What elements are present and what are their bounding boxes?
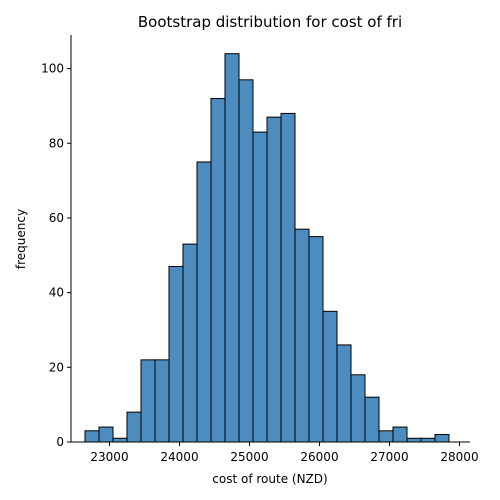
- histogram-bar-12: [252, 131, 268, 443]
- x-axis-label: cost of route (NZD): [212, 472, 327, 486]
- x-tick-label-1: 24000: [160, 450, 198, 464]
- histogram-bar-21: [378, 430, 394, 443]
- histogram-bar-5: [154, 359, 170, 443]
- x-tick-label-5: 28000: [440, 450, 478, 464]
- y-tick-label-3: 60: [49, 211, 64, 225]
- histogram-bar-4: [140, 359, 156, 443]
- histogram-bar-25: [434, 434, 450, 443]
- histogram-bar-22: [392, 426, 408, 443]
- histogram-bar-18: [336, 344, 352, 443]
- histogram-bar-9: [210, 97, 226, 443]
- histogram-bar-14: [280, 112, 296, 443]
- histogram-bar-24: [420, 437, 436, 443]
- histogram-bar-1: [98, 426, 114, 443]
- histogram-bar-3: [126, 411, 142, 443]
- x-tick-label-3: 26000: [300, 450, 338, 464]
- y-tick-label-2: 40: [49, 286, 64, 300]
- y-tick-label-0: 0: [56, 435, 64, 449]
- histogram-bar-23: [406, 437, 422, 443]
- y-tick-label-4: 80: [49, 136, 64, 150]
- histogram-bar-11: [238, 79, 254, 443]
- y-tick-label-5: 100: [41, 62, 64, 76]
- histogram-bar-17: [322, 310, 338, 443]
- histogram-bar-10: [224, 53, 240, 443]
- axes-group: 23000 24000 25000 26000 27000 28000 0 20 40 60 80 1…: [41, 35, 479, 464]
- y-tick-label-1: 20: [49, 360, 64, 374]
- chart-title: Bootstrap distribution for cost of fri: [138, 13, 402, 31]
- x-tick-label-2: 25000: [230, 450, 268, 464]
- histogram-bar-0: [84, 430, 100, 443]
- histogram-bar-16: [308, 236, 324, 443]
- histogram-bar-13: [266, 116, 282, 443]
- x-tick-label-0: 23000: [90, 450, 128, 464]
- histogram-bar-8: [196, 161, 212, 443]
- x-tick-label-4: 27000: [370, 450, 408, 464]
- histogram-bar-7: [182, 243, 198, 443]
- histogram-bar-20: [364, 396, 380, 443]
- histogram-bar-6: [168, 266, 184, 443]
- y-axis-label: frequency: [14, 209, 28, 269]
- bars-group: [84, 53, 450, 443]
- histogram-bar-19: [350, 374, 366, 443]
- histogram-bar-2: [112, 437, 128, 443]
- histogram-bar-15: [294, 228, 310, 443]
